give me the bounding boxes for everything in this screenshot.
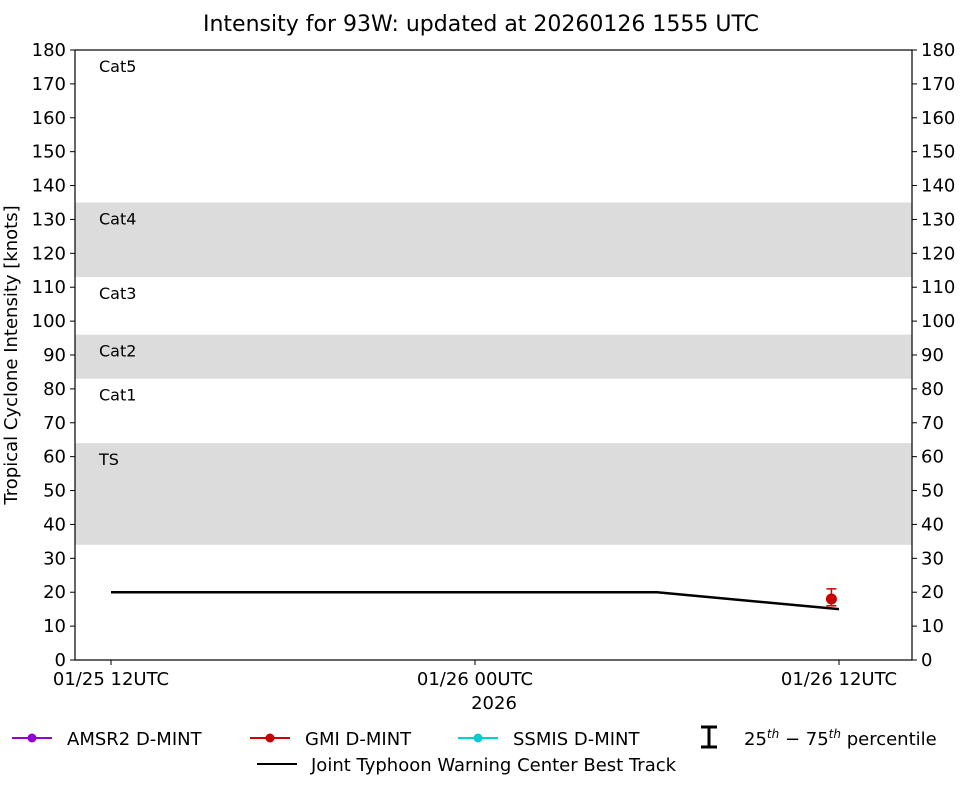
y-tick-label-right: 170 <box>921 74 955 95</box>
y-tick-label-right: 160 <box>921 108 955 129</box>
y-tick-label: 10 <box>43 616 66 637</box>
y-tick-label: 110 <box>32 277 66 298</box>
category-label: Cat5 <box>99 57 136 76</box>
y-tick-label-right: 130 <box>921 209 955 230</box>
y-tick-label-right: 10 <box>921 616 944 637</box>
best-track-line <box>111 590 840 611</box>
category-band <box>75 443 912 545</box>
y-tick-label: 140 <box>32 176 66 197</box>
y-tick-label-right: 20 <box>921 582 944 603</box>
x-tick-label: 01/25 12UTC <box>53 669 169 690</box>
y-tick-label: 80 <box>43 379 66 400</box>
x-axis-label: 2026 <box>471 693 517 714</box>
y-tick-label: 20 <box>43 582 66 603</box>
y-tick-label: 40 <box>43 514 66 535</box>
gmi-marker <box>825 593 837 605</box>
y-tick-label-right: 40 <box>921 514 944 535</box>
y-tick-label: 170 <box>32 74 66 95</box>
legend-amsr2-marker <box>27 733 37 743</box>
category-label: Cat3 <box>99 284 136 303</box>
y-tick-label: 70 <box>43 413 66 434</box>
legend-gmi-marker <box>265 733 275 743</box>
y-axis-label: Tropical Cyclone Intensity [knots] <box>1 205 22 505</box>
y-tick-label-right: 70 <box>921 413 944 434</box>
y-tick-label: 90 <box>43 345 66 366</box>
x-tick-label: 01/26 12UTC <box>781 669 897 690</box>
y-tick-label: 180 <box>32 40 66 61</box>
y-tick-label-right: 140 <box>921 176 955 197</box>
y-tick-label-right: 180 <box>921 40 955 61</box>
y-tick-label: 60 <box>43 447 66 468</box>
category-label: Cat4 <box>99 210 136 229</box>
y-tick-label-right: 30 <box>921 548 944 569</box>
category-band <box>75 334 912 379</box>
y-tick-label-right: 150 <box>921 142 955 163</box>
y-tick-label-right: 120 <box>921 243 955 264</box>
category-label: TS <box>98 450 119 469</box>
y-tick-label: 30 <box>43 548 66 569</box>
legend-ssmis-label: SSMIS D-MINT <box>513 729 640 750</box>
legend-amsr2-label: AMSR2 D-MINT <box>67 729 203 750</box>
y-tick-label-right: 80 <box>921 379 944 400</box>
y-tick-label: 50 <box>43 481 66 502</box>
chart-title: Intensity for 93W: updated at 20260126 1… <box>203 12 759 37</box>
y-tick-label: 0 <box>55 650 66 671</box>
y-tick-label: 120 <box>32 243 66 264</box>
y-tick-label: 150 <box>32 142 66 163</box>
legend-gmi-label: GMI D-MINT <box>305 729 412 750</box>
category-band <box>75 202 912 278</box>
y-tick-label: 100 <box>32 311 66 332</box>
y-tick-label-right: 110 <box>921 277 955 298</box>
y-tick-label: 130 <box>32 209 66 230</box>
y-tick-label-right: 50 <box>921 481 944 502</box>
y-tick-label-right: 0 <box>921 650 932 671</box>
category-label: Cat1 <box>99 386 136 405</box>
x-tick-label: 01/26 00UTC <box>417 669 533 690</box>
y-tick-label: 160 <box>32 108 66 129</box>
y-tick-label-right: 100 <box>921 311 955 332</box>
category-label: Cat2 <box>99 342 136 361</box>
y-tick-label-right: 90 <box>921 345 944 366</box>
legend-ssmis-marker <box>473 733 483 743</box>
legend-percentile-label: 25th − 75th percentile <box>744 727 937 750</box>
legend-jtwc-label: Joint Typhoon Warning Center Best Track <box>310 755 677 776</box>
y-tick-label-right: 60 <box>921 447 944 468</box>
